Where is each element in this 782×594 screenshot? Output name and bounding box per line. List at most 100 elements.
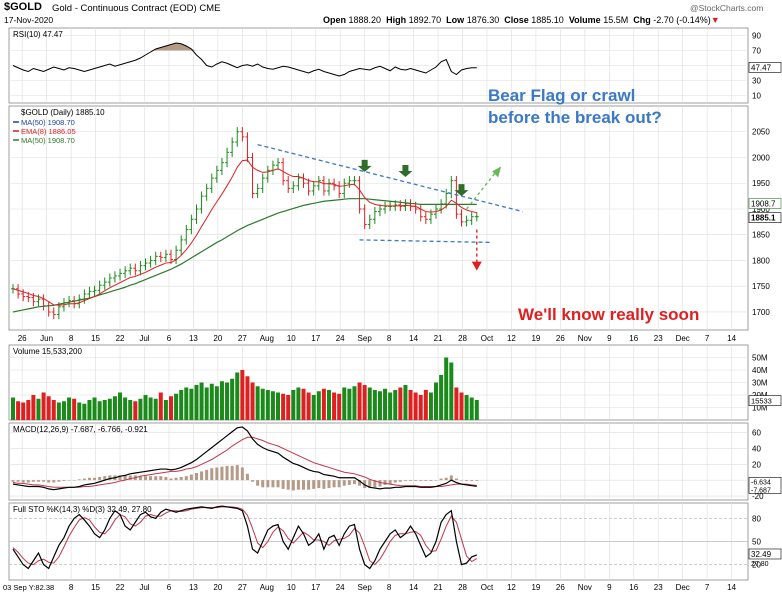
macd-histogram-bar [317, 480, 321, 489]
x-tick-label: 6 [167, 334, 172, 343]
sto-current-label-d: 27.80 [751, 561, 769, 568]
volume-bar [337, 393, 342, 420]
volume-bar [21, 402, 26, 420]
macd-histogram-bar [286, 480, 290, 490]
x-tick-label-bottom: 7 [705, 583, 710, 592]
macd-histogram-bar [251, 480, 255, 482]
rsi-tick-label: 70 [752, 47, 761, 56]
price-tick-label: 1850 [752, 231, 770, 240]
x-tick-label-bottom: Aug [260, 583, 274, 592]
x-tick-label-bottom: 21 [434, 583, 443, 592]
macd-histogram-bar [276, 480, 280, 488]
macd-histogram-bar [296, 480, 300, 490]
price-tick-label: 2000 [752, 153, 770, 162]
macd-histogram-bar [103, 476, 107, 481]
macd-histogram-bar [388, 480, 392, 485]
macd-histogram-bar [159, 476, 163, 481]
volume-bar [16, 401, 21, 420]
volume-bar [67, 397, 72, 420]
x-tick-label: 8 [387, 334, 392, 343]
x-tick-label-bottom: 14 [727, 583, 736, 592]
x-tick-label: 17 [311, 334, 320, 343]
volume-bar [372, 390, 377, 420]
volume-bar [311, 395, 316, 420]
sto-current-box [748, 548, 782, 560]
watermark: @StockCharts.com [690, 3, 764, 13]
x-tick-label-bottom: 22 [116, 583, 125, 592]
price-current-label-close: 1885.1 [751, 214, 776, 223]
panel-frame-macd [8, 422, 749, 501]
volume-bar [408, 390, 413, 420]
macd-histogram-bar [444, 477, 448, 481]
down-arrow-marker-icon [357, 159, 372, 172]
volume-bar [199, 382, 204, 420]
volume-bar [97, 401, 102, 420]
volume-bar [260, 388, 265, 420]
macd-histogram-bar [240, 467, 244, 481]
macd-histogram-bar [352, 480, 356, 485]
volume-bar [235, 372, 240, 420]
macd-histogram-bar [230, 465, 234, 481]
volume-bar [459, 392, 464, 420]
macd-histogram-bar [205, 469, 209, 481]
volume-bar [189, 388, 194, 420]
macd-histogram-bar [72, 480, 76, 481]
volume-bar [72, 398, 77, 420]
macd-histogram-bar [454, 478, 458, 481]
macd-histogram-bar [174, 477, 178, 481]
macd-histogram-bar [403, 480, 407, 481]
volume-bar [444, 357, 449, 420]
x-tick-label: 16 [629, 334, 638, 343]
macd-histogram-bar [98, 476, 102, 481]
macd-histogram-bar [235, 465, 239, 481]
macd-histogram-bar [261, 480, 265, 488]
volume-bar [209, 383, 214, 420]
x-tick-label: 12 [507, 334, 516, 343]
volume-bar [464, 395, 469, 420]
breakout-arrow-line [466, 169, 498, 210]
macd-histogram-bar [327, 480, 331, 489]
macd-line [12, 426, 477, 491]
macd-histogram-bar [179, 476, 183, 481]
x-tick-label-bottom: 24 [336, 583, 345, 592]
volume-current-label: 15533 [751, 397, 772, 406]
volume-bar [321, 388, 326, 420]
x-tick-label: 10 [287, 334, 296, 343]
macd-histogram-bar [215, 467, 219, 481]
volume-bar [153, 398, 158, 420]
x-tick-label: 14 [409, 334, 418, 343]
volume-bar [51, 400, 56, 420]
macd-histogram-bar [449, 475, 453, 481]
volume-bar [56, 402, 61, 420]
macd-histogram-bar [225, 465, 229, 481]
annotation-bear-flag-2: before the break out? [488, 108, 662, 127]
x-tick-label: Jul [139, 334, 149, 343]
volume-bar [46, 396, 51, 420]
volume-bar [326, 390, 331, 420]
macd-histogram-bar [144, 476, 148, 481]
bear-flag-upper-trendline [257, 143, 523, 213]
sto-legend: Full STO %K(14,3) %D(3) 32.49, 27.80 [13, 505, 152, 514]
volume-bar [219, 381, 224, 420]
x-tick-label: 9 [607, 334, 612, 343]
x-tick-label: 19 [531, 334, 540, 343]
macd-histogram-bar [373, 480, 377, 488]
volume-bar [107, 398, 112, 420]
macd-histogram-bar [169, 478, 173, 481]
volume-bar [342, 387, 347, 420]
macd-histogram-bar [414, 480, 418, 481]
macd-histogram-bar [363, 480, 367, 489]
x-tick-label: 15 [91, 334, 100, 343]
bear-flag-lower-trendline [359, 239, 493, 244]
volume-bar [87, 400, 92, 420]
volume-bar [225, 382, 230, 420]
x-tick-label-bottom: 12 [507, 583, 516, 592]
rsi-tick-label: 90 [752, 32, 761, 41]
macd-histogram-bar [149, 476, 153, 481]
macd-histogram-bar [42, 480, 46, 482]
macd-current-label-macd: -7.687 [751, 487, 771, 494]
volume-bar [179, 390, 184, 420]
contract-name: Gold - Continuous Contract (EOD) CME [52, 3, 221, 14]
price-legend: $GOLD (Daily) 1885.10 [21, 108, 105, 117]
macd-histogram-bar [256, 480, 260, 486]
